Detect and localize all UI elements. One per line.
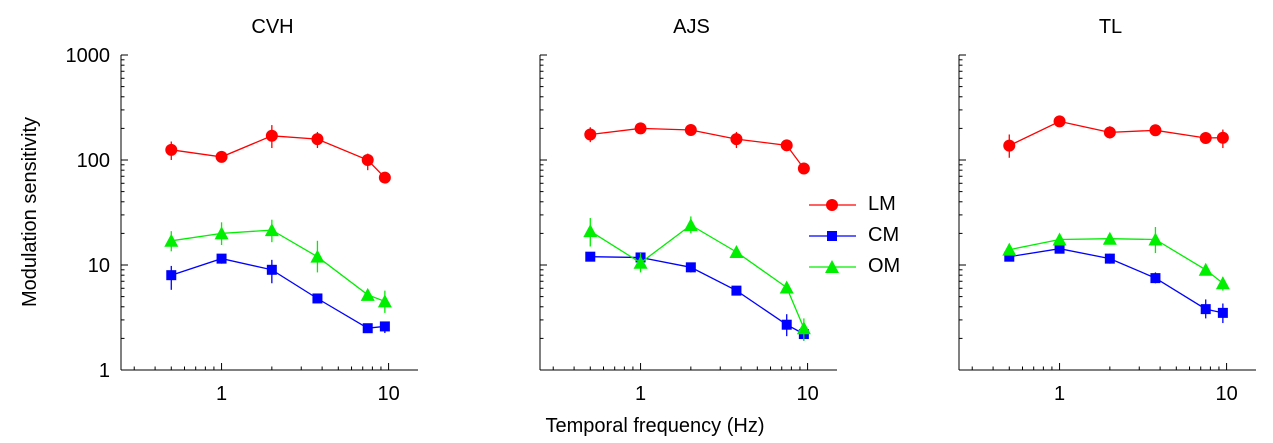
data-point (683, 218, 698, 232)
series-om (583, 216, 811, 341)
series-line (171, 257, 385, 329)
data-point (685, 262, 696, 273)
data-point (165, 143, 178, 156)
series-lm (1003, 115, 1229, 158)
data-point (585, 251, 596, 262)
data-point (360, 287, 375, 301)
data-point (1150, 273, 1161, 284)
panel-title: AJS (673, 16, 710, 38)
data-point (730, 133, 743, 146)
series-line (590, 256, 805, 335)
x-tick-label: 10 (1215, 383, 1237, 405)
data-point (362, 323, 373, 334)
data-point (1103, 126, 1116, 139)
y-tick-label: 100 (77, 150, 110, 172)
data-point (164, 233, 179, 247)
data-point (1052, 232, 1067, 246)
legend: LM CM OM (806, 192, 936, 285)
data-point (633, 255, 648, 269)
series-cm (585, 251, 809, 341)
data-point (166, 270, 177, 281)
series-cm (166, 253, 390, 334)
data-point (264, 223, 279, 237)
data-point (379, 321, 390, 332)
data-point (215, 150, 228, 163)
data-point (214, 226, 229, 240)
series-line (1009, 248, 1224, 314)
legend-label-om: OM (868, 255, 901, 277)
data-point (779, 280, 794, 294)
series-cm (1004, 243, 1228, 324)
legend-label-cm: CM (868, 224, 900, 246)
legend-marker-om (809, 260, 856, 273)
data-point (1215, 276, 1230, 290)
data-point (361, 154, 374, 166)
series-line (171, 135, 386, 179)
data-point (266, 264, 277, 275)
data-point (796, 321, 811, 335)
x-tick-label: 10 (796, 383, 818, 405)
data-point (731, 285, 742, 296)
x-tick-label: 1 (216, 383, 227, 405)
panel-title: CVH (251, 16, 293, 38)
data-point (1217, 307, 1228, 318)
data-point (584, 128, 597, 141)
y-tick-label: 10 (88, 255, 110, 277)
data-point (1053, 115, 1066, 128)
legend-label-lm: LM (868, 193, 896, 215)
data-point (312, 293, 323, 304)
data-point (1148, 232, 1163, 246)
panel-tl: TL 1 10 (958, 16, 1256, 405)
data-point (1002, 242, 1017, 256)
panel-title: TL (1099, 16, 1122, 38)
data-point (1004, 251, 1015, 262)
data-point (1003, 139, 1016, 152)
data-point (378, 171, 391, 184)
data-point (310, 249, 325, 263)
series-om (1002, 227, 1230, 291)
legend-item-lm: LM (806, 192, 936, 223)
data-point (634, 122, 647, 135)
legend-marker-cm (809, 231, 856, 241)
x-axis-label: Temporal frequency (Hz) (546, 415, 765, 437)
data-point (684, 124, 697, 137)
legend-item-cm: CM (806, 223, 936, 254)
series-lm (165, 125, 391, 184)
legend-item-om: OM (806, 254, 936, 285)
data-point (729, 244, 744, 258)
data-point (1054, 243, 1065, 254)
data-point (377, 294, 392, 308)
data-point (265, 129, 278, 142)
y-axis-label: Modulation sensitivity (19, 117, 41, 307)
series-line (590, 127, 805, 169)
data-point (1198, 262, 1213, 276)
data-point (216, 253, 227, 264)
series-line (171, 229, 386, 303)
panel-cvh: CVH 1 10 100 1000 1 10 (66, 16, 418, 405)
data-point (1149, 124, 1162, 137)
y-tick-label: 1 (99, 360, 110, 382)
data-point (1200, 304, 1211, 315)
series-om (164, 219, 392, 313)
y-tick-label: 1000 (66, 45, 111, 67)
data-point (1216, 131, 1229, 144)
x-tick-label: 10 (377, 383, 399, 405)
data-point (1104, 253, 1115, 264)
panel-ajs: AJS 1 10 (539, 16, 837, 405)
series-line (1009, 120, 1223, 147)
legend-marker-lm (809, 199, 856, 211)
x-tick-label: 1 (635, 383, 646, 405)
series-line (589, 224, 805, 329)
data-point (797, 162, 810, 175)
data-point (1199, 132, 1212, 145)
data-point (311, 133, 324, 146)
data-point (780, 139, 793, 152)
data-point (781, 319, 792, 330)
data-point (583, 224, 598, 238)
data-point (1102, 231, 1117, 245)
series-lm (584, 122, 810, 175)
x-tick-label: 1 (1054, 383, 1065, 405)
